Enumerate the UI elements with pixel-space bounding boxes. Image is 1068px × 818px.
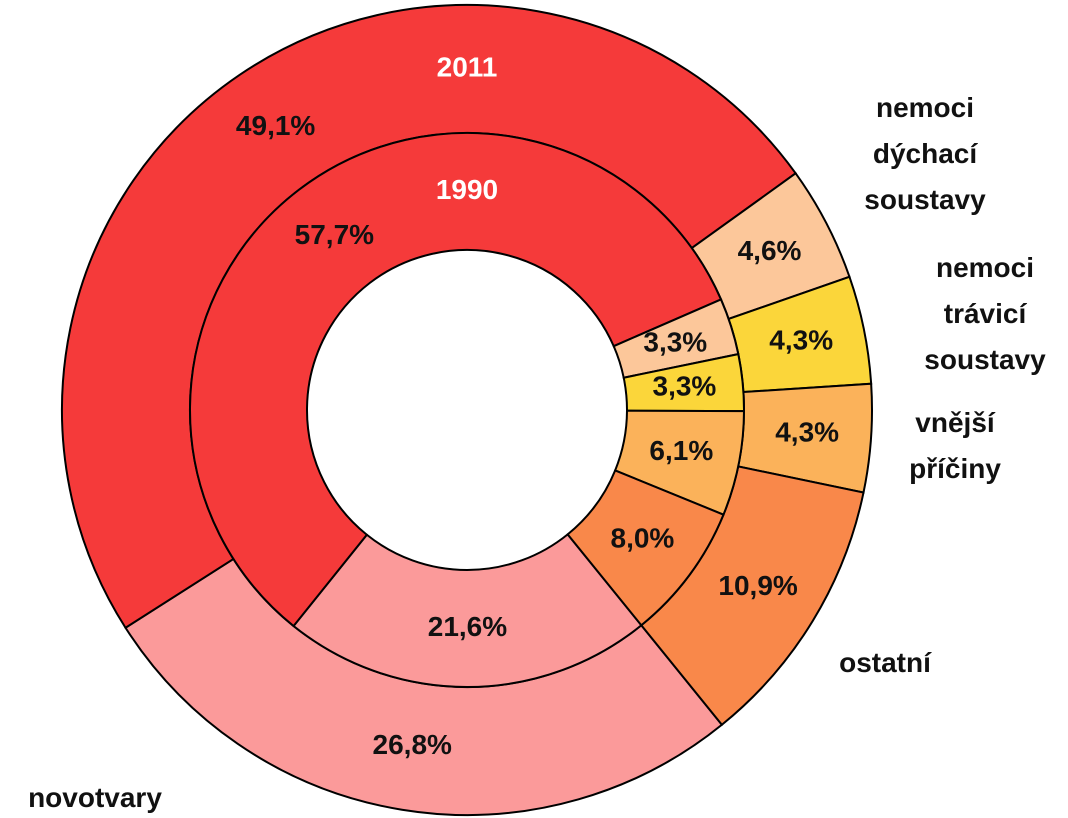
value-label: 3,3% [643,326,707,357]
value-label: 57,7% [295,219,374,250]
value-label: 21,6% [428,611,507,642]
category-label: nemoci dýchací soustavy [864,92,986,215]
value-label: 6,1% [649,435,713,466]
value-label: 10,9% [718,570,797,601]
category-label: vnější příčiny [909,407,1001,484]
value-label: 4,3% [769,325,833,356]
donut-segment [292,532,643,688]
donut-segment [566,469,725,627]
value-label: 4,6% [738,235,802,266]
category-label: ostatní [839,647,931,678]
ring-label: 1990 [436,174,498,205]
value-label: 8,0% [611,523,675,554]
value-label: 49,1% [236,110,315,141]
category-label: novotvary [28,782,162,813]
value-label: 4,3% [775,416,839,447]
donut-segment [189,132,723,628]
value-label: 3,3% [653,371,717,402]
value-label: 26,8% [373,729,452,760]
category-label: nemoci trávicí soustavy [924,252,1046,375]
ring-label: 2011 [437,51,498,82]
